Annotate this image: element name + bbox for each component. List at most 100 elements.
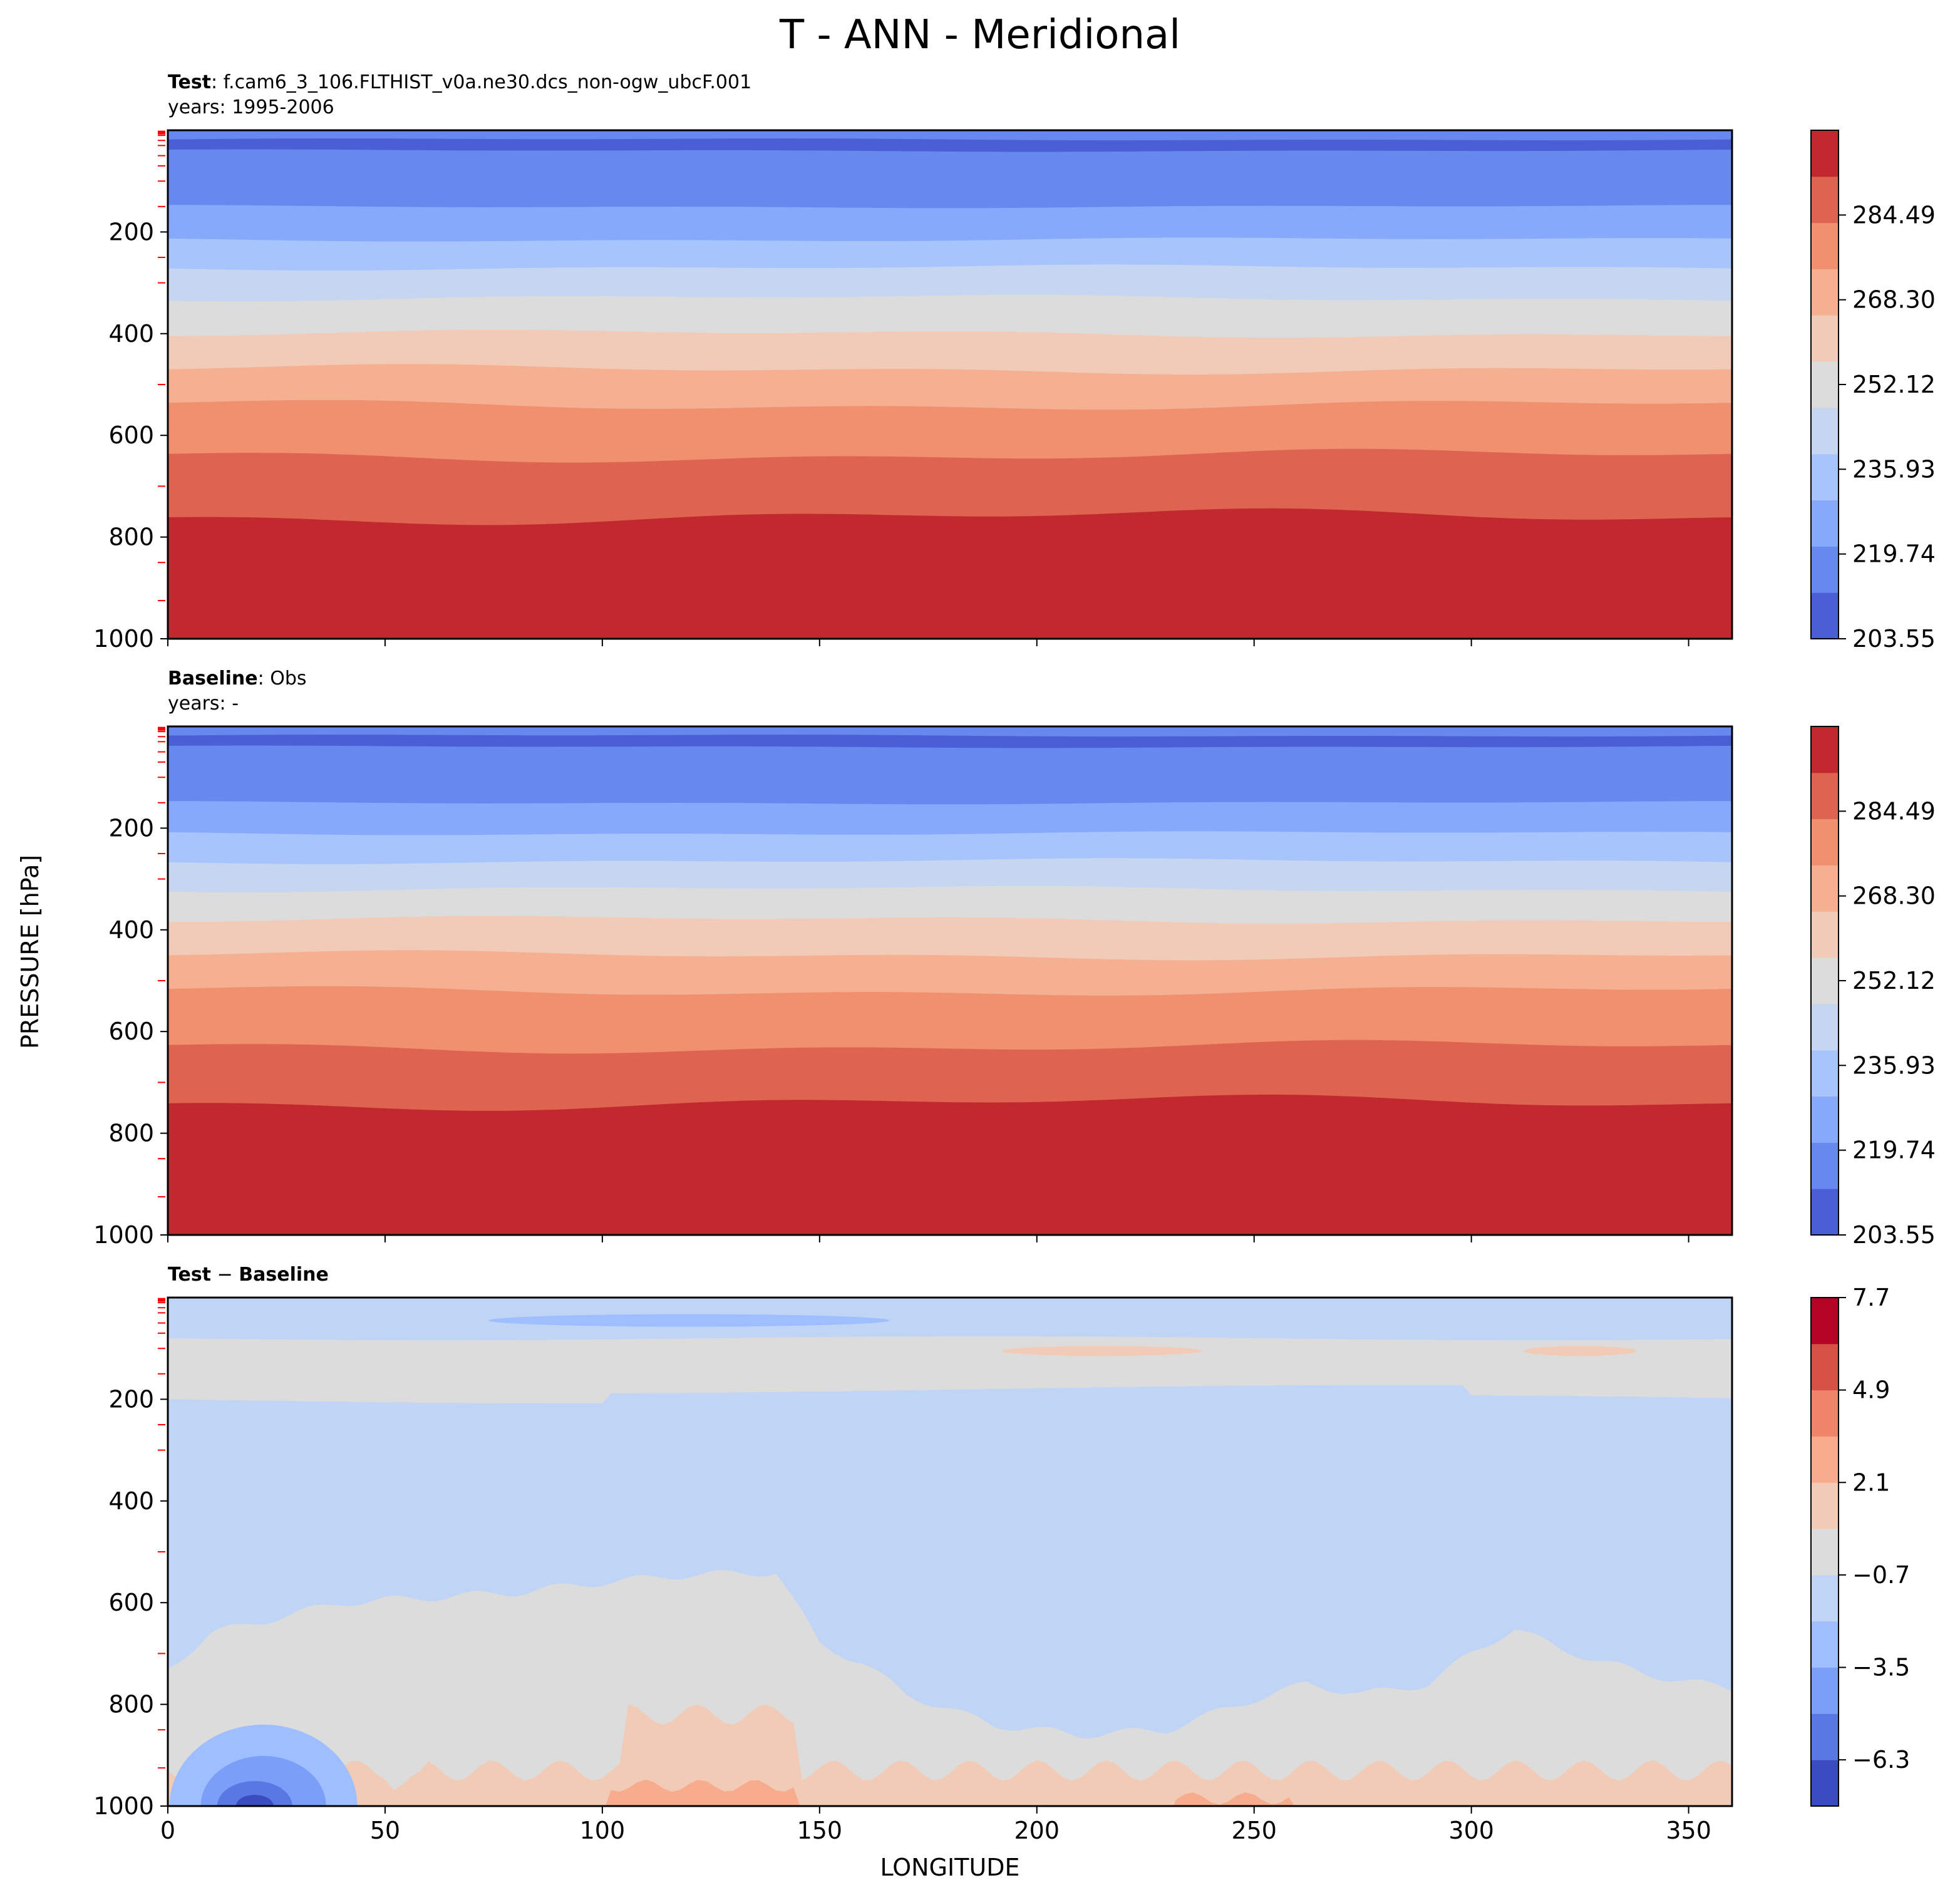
cold-spot: [217, 1781, 292, 1806]
colorbar-segment: [1811, 1436, 1839, 1483]
panel-baseline: 200 400 600 800 1000 203.55 219.74 235.93 252.12…: [93, 725, 1936, 1249]
colorbar-segment: [1811, 500, 1839, 547]
colorbar-segment: [1811, 130, 1839, 177]
colorbar-tick-label: 219.74: [1852, 1137, 1936, 1164]
diff-panel-title: Test − Baseline: [168, 1262, 329, 1288]
contour-band: [168, 1191, 1732, 1235]
test-years: years: 1995-2006: [168, 96, 334, 118]
colorbar-tick-label: 203.55: [1852, 1221, 1936, 1249]
colorbar-frame: [1810, 1297, 1839, 1807]
baseline-years: years: -: [168, 693, 239, 715]
contour-bands: [168, 130, 1732, 639]
x-tick-label: 250: [1231, 1817, 1277, 1844]
test-case-name: : f.cam6_3_106.FLTHIST_v0a.ne30.dcs_non-…: [211, 71, 752, 93]
colorbar-segment: [1811, 1189, 1839, 1236]
y-tick-label: 200: [108, 814, 154, 842]
colorbar-tick-label: 252.12: [1852, 967, 1936, 994]
colorbar-segment: [1811, 1713, 1839, 1760]
x-tick-label: 350: [1666, 1817, 1711, 1844]
colorbar-segment: [1811, 592, 1839, 639]
baseline-panel-title: Baseline: Obs: [168, 666, 307, 691]
colorbar-segment: [1811, 1482, 1839, 1529]
y-tick-label: 600: [108, 421, 154, 449]
colorbar-segment: [1811, 1621, 1839, 1668]
x-tick-label: 50: [370, 1817, 400, 1844]
colorbar-segment: [1811, 222, 1839, 269]
streak-blue: [488, 1314, 890, 1327]
colorbar-tick-label: 235.93: [1852, 455, 1936, 483]
diff-label-test: Test: [168, 1264, 212, 1286]
colorbar-tick-label: −6.3: [1852, 1746, 1910, 1774]
plot-frame: [167, 129, 1733, 640]
colorbar-tick-label: 219.74: [1852, 540, 1936, 568]
colorbar-segment: [1811, 911, 1839, 958]
baseline-label: Baseline: [168, 668, 258, 689]
y-tick-label: 1000: [93, 1221, 154, 1249]
y-tick-label: 200: [108, 1385, 154, 1413]
colorbar-segment: [1811, 1142, 1839, 1189]
colorbar-tick-label: −0.7: [1852, 1561, 1910, 1589]
streak-warm: [1524, 1346, 1637, 1356]
streak-warm: [1001, 1346, 1202, 1356]
colorbar-segment: [1811, 1667, 1839, 1714]
x-tick-label: 200: [1014, 1817, 1060, 1844]
contour-band: [168, 584, 1732, 639]
y-tick-label: 400: [108, 1487, 154, 1515]
colorbar-segment: [1811, 726, 1839, 773]
colorbar-segment: [1811, 1343, 1839, 1391]
colorbar-tick-label: 268.30: [1852, 286, 1936, 314]
colorbar-tick-label: 4.9: [1852, 1376, 1890, 1404]
y-tick-label: 1000: [93, 625, 154, 653]
colorbar-segment: [1811, 1390, 1839, 1437]
colorbar-segment: [1811, 1096, 1839, 1143]
y-tick-label: 800: [108, 524, 154, 551]
x-tick-label: 100: [580, 1817, 626, 1844]
colorbar-tick-label: 203.55: [1852, 625, 1936, 653]
y-tick-label: 1000: [93, 1792, 154, 1820]
plot-frame: [167, 725, 1733, 1236]
colorbar-segment: [1811, 453, 1839, 501]
colorbar-tick-label: 284.49: [1852, 797, 1936, 825]
y-tick-label: 800: [108, 1691, 154, 1718]
x-axis-label: LONGITUDE: [880, 1854, 1020, 1881]
diff-label-baseline: Baseline: [239, 1264, 329, 1286]
x-tick-label: 150: [797, 1817, 843, 1844]
y-tick-label: 400: [108, 320, 154, 348]
colorbar-segment: [1811, 1760, 1839, 1807]
plot-frame: [167, 1296, 1733, 1807]
y-tick-label: 800: [108, 1120, 154, 1147]
contour-bands: [168, 726, 1732, 1235]
colorbar-segment: [1811, 1298, 1839, 1345]
band-warm-mid: [605, 1779, 1295, 1806]
colorbar-segment: [1811, 315, 1839, 362]
colorbar-tick-label: 2.1: [1852, 1469, 1890, 1496]
band-grey-upper: [168, 1336, 1732, 1403]
x-tick-label: 0: [160, 1817, 175, 1844]
colorbar-segment: [1811, 176, 1839, 224]
colorbar-segment: [1811, 1003, 1839, 1051]
baseline-source: : Obs: [257, 668, 307, 689]
colorbar-tick-label: −3.5: [1852, 1654, 1910, 1681]
colorbar-segment: [1811, 546, 1839, 593]
x-tick-label: 300: [1448, 1817, 1494, 1844]
contour-bands: [168, 1298, 1732, 1806]
y-tick-label: 600: [108, 1018, 154, 1045]
colorbar-segment: [1811, 1529, 1839, 1576]
colorbar-tick-label: 235.93: [1852, 1051, 1936, 1079]
test-label: Test: [168, 71, 212, 93]
diff-minus: −: [211, 1264, 239, 1286]
test-panel-title: Test: f.cam6_3_106.FLTHIST_v0a.ne30.dcs_…: [168, 70, 751, 95]
cold-spot: [235, 1795, 274, 1806]
colorbar-segment: [1811, 1050, 1839, 1097]
band-grey-lower: [168, 1569, 1732, 1806]
colorbar-segment: [1811, 772, 1839, 820]
colorbar-tick-label: 252.12: [1852, 371, 1936, 398]
colorbar-segment: [1811, 269, 1839, 316]
colorbar-segment: [1811, 958, 1839, 1004]
colorbar-tick-label: 284.49: [1852, 201, 1936, 229]
colorbar-segment: [1811, 407, 1839, 455]
colorbar-segment: [1811, 1574, 1839, 1622]
band-warm-light: [168, 1704, 1732, 1806]
